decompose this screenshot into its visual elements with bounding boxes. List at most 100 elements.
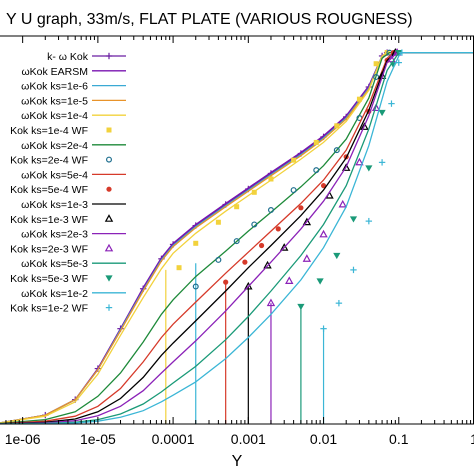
- square-marker: [373, 61, 379, 67]
- triangle-marker: [355, 157, 364, 166]
- triangle-marker: [302, 254, 312, 262]
- series-line: [0, 51, 474, 424]
- x-tick-label: 0.01: [310, 431, 337, 447]
- circle-marker: [333, 147, 340, 154]
- triangle-marker: [338, 199, 347, 208]
- legend-label: ωKok ks=2e-4: [21, 140, 88, 152]
- series-line: [0, 51, 474, 424]
- series-group: [0, 51, 474, 424]
- triangle-marker: [371, 103, 381, 112]
- triangle-marker: [341, 163, 351, 171]
- series-group: [320, 49, 406, 332]
- triangle-down-marker: [349, 216, 358, 223]
- square-marker: [193, 240, 199, 246]
- dot-marker: [298, 205, 304, 211]
- series-group: [266, 47, 402, 307]
- square-marker: [268, 176, 274, 182]
- square-marker: [356, 96, 362, 102]
- series-line: [0, 51, 474, 424]
- legend-label: ωKok ks=1e-6: [21, 81, 88, 93]
- legend-label: ωKok ks=1e-5: [21, 95, 88, 107]
- circle-marker: [233, 238, 240, 245]
- series-group: [0, 51, 474, 424]
- series-group: [297, 50, 403, 311]
- legend-label: Kok ks=2e-3 WF: [10, 243, 88, 255]
- square-marker: [313, 139, 319, 145]
- triangle-marker: [360, 122, 369, 130]
- dot-marker: [275, 226, 281, 232]
- legend-label: ωKok ks=2e-3: [21, 229, 88, 241]
- series-group: [0, 51, 474, 424]
- square-marker: [251, 189, 257, 195]
- dot-marker: [223, 279, 229, 285]
- plus-marker: [398, 49, 406, 56]
- legend-label: ωKok EARSM: [21, 66, 88, 78]
- plus-marker: [105, 52, 113, 60]
- plus-marker: [378, 159, 386, 166]
- series-group: [244, 47, 400, 290]
- circle-marker: [251, 221, 258, 228]
- x-tick-label: 1: [470, 431, 474, 447]
- plus-marker: [365, 217, 373, 225]
- chart-title: Y U graph, 33m/s, FLAT PLATE (VARIOUS RO…: [6, 11, 413, 28]
- triangle-down-marker: [297, 303, 305, 311]
- series-line: [0, 51, 474, 424]
- x-tick-label: 0.001: [231, 431, 266, 447]
- legend-label: ωKok ks=5e-3: [21, 258, 88, 270]
- x-tick-label: 0.1: [389, 431, 409, 447]
- plus-marker: [350, 266, 357, 274]
- circle-marker: [290, 187, 297, 194]
- triangle-marker: [266, 298, 276, 307]
- triangle-marker: [285, 276, 294, 284]
- circle-marker: [313, 167, 320, 174]
- dot-marker: [320, 183, 327, 189]
- circle-marker: [105, 156, 112, 163]
- circle-marker: [267, 207, 274, 214]
- triangle-down-marker: [378, 109, 386, 117]
- series-group: [0, 51, 474, 424]
- series-line: [0, 51, 474, 424]
- legend-label: Kok ks=5e-4 WF: [10, 184, 88, 196]
- square-marker: [234, 204, 240, 210]
- legend: k- ω Kok ωKok EARSM ωKok ks=1e-6 ωKok ks=1e…: [10, 51, 126, 315]
- legend-label: Kok ks=1e-3 WF: [10, 214, 88, 226]
- legend-label: Kok ks=1e-4 WF: [10, 125, 88, 137]
- plus-marker: [105, 304, 113, 311]
- triangle-down-marker: [105, 275, 113, 282]
- triangle-marker: [387, 54, 396, 63]
- series-group: [176, 50, 390, 271]
- plus-marker: [335, 299, 343, 307]
- triangle-marker: [104, 243, 114, 252]
- x-axis-label: Y: [232, 453, 243, 470]
- triangle-marker: [279, 243, 289, 251]
- square-marker: [334, 123, 340, 129]
- triangle-down-marker: [333, 252, 341, 260]
- legend-label: ωKok ks=1e-2: [21, 288, 88, 300]
- triangle-marker: [319, 229, 328, 238]
- triangle-marker: [302, 217, 312, 226]
- x-tick-label: 1e-05: [80, 431, 116, 447]
- square-marker: [106, 127, 112, 133]
- dot-marker: [258, 242, 265, 249]
- circle-marker: [373, 74, 380, 81]
- legend-label: Kok ks=2e-4 WF: [10, 155, 88, 167]
- triangle-down-marker: [316, 278, 324, 285]
- triangle-down-marker: [365, 165, 373, 172]
- x-tick-label: 0.0001: [152, 431, 195, 447]
- triangle-marker: [104, 214, 114, 222]
- plus-marker: [320, 325, 327, 332]
- legend-label: Kok ks=1e-2 WF: [10, 303, 88, 315]
- legend-label: ωKok ks=5e-4: [21, 169, 88, 181]
- plus-marker: [388, 100, 395, 107]
- square-marker: [215, 219, 221, 225]
- circle-marker: [192, 283, 199, 290]
- legend-label: Kok ks=5e-3 WF: [10, 273, 88, 285]
- square-marker: [176, 265, 182, 271]
- x-tick-label: 1e-06: [5, 431, 41, 447]
- series-line: [0, 51, 474, 424]
- legend-label: ωKok ks=1e-3: [21, 199, 88, 211]
- legend-label: k- ω Kok: [47, 51, 89, 63]
- series-group: [0, 51, 474, 424]
- series-group: [0, 51, 474, 424]
